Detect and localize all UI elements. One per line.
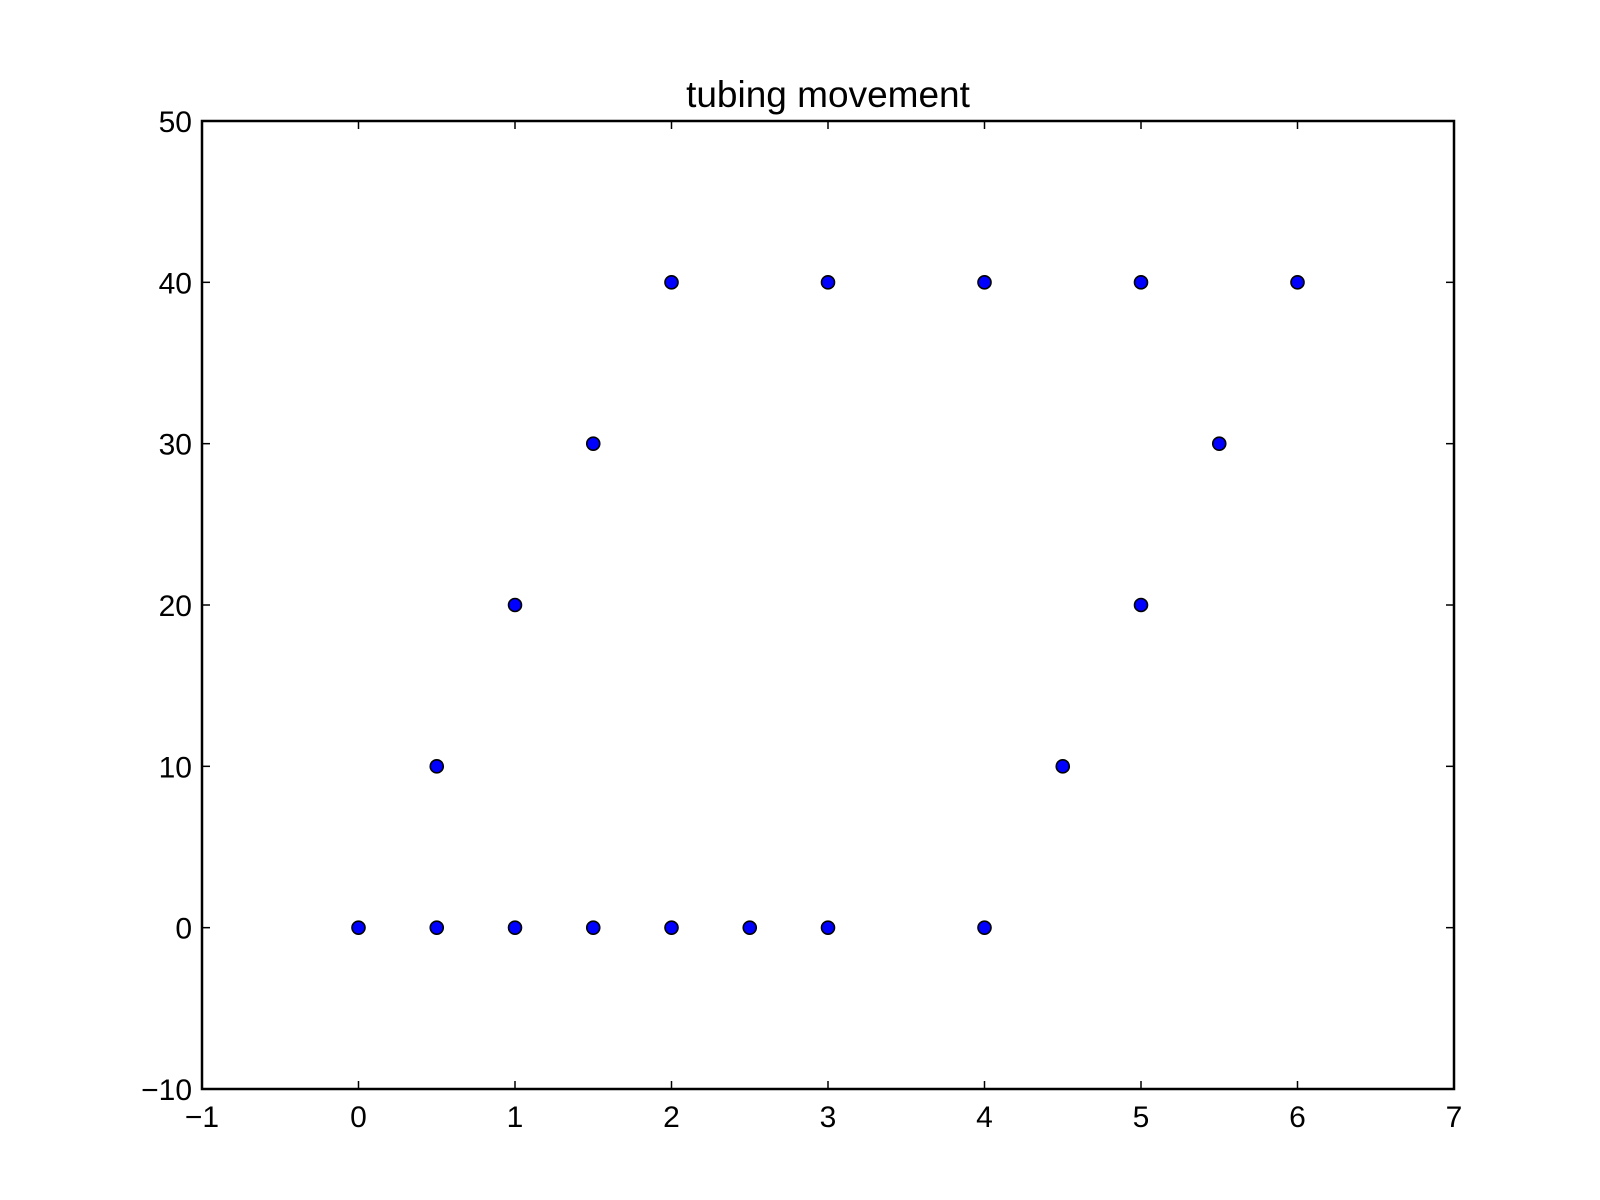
plot-area-frame	[200, 119, 1456, 1091]
x-tick-label: −1	[185, 1101, 219, 1134]
data-point	[977, 275, 992, 290]
data-point	[1133, 597, 1149, 613]
data-point	[1055, 759, 1071, 774]
data-point	[507, 597, 523, 613]
data-point	[664, 275, 679, 290]
data-point	[1133, 275, 1149, 290]
data-point	[429, 759, 445, 774]
x-tick-label: 1	[507, 1101, 524, 1134]
x-tick-label: 4	[976, 1101, 993, 1134]
data-point	[585, 436, 601, 451]
data-point	[351, 920, 366, 935]
data-point	[820, 920, 836, 935]
data-point	[742, 920, 758, 935]
x-tick-label: 7	[1446, 1101, 1463, 1134]
data-point	[664, 920, 679, 935]
data-points	[351, 275, 1305, 935]
y-tick-label: 50	[159, 106, 192, 139]
x-tick-label: 5	[1133, 1101, 1150, 1134]
data-point	[1290, 275, 1305, 290]
data-point	[507, 920, 523, 935]
axis-ticks	[201, 120, 1455, 1090]
x-tick-label: 6	[1289, 1101, 1306, 1134]
data-point	[1211, 436, 1227, 451]
data-point	[977, 920, 992, 935]
data-point	[585, 920, 601, 935]
x-tick-label: 3	[820, 1101, 837, 1134]
y-tick-label: −10	[141, 1074, 192, 1107]
x-axis-tick-labels: −1 0 1 2 3 4 5 6 7	[185, 1101, 1462, 1134]
x-tick-label: 0	[350, 1101, 367, 1134]
y-tick-label: 40	[159, 267, 192, 300]
chart-title: tubing movement	[686, 74, 971, 115]
y-tick-label: 30	[159, 429, 192, 462]
y-tick-label: 10	[159, 751, 192, 784]
y-tick-label: 20	[159, 590, 192, 623]
x-tick-label: 2	[663, 1101, 680, 1134]
data-point	[429, 920, 445, 935]
y-tick-label: 0	[175, 913, 192, 946]
y-axis-tick-labels: −10 0 10 20 30 40 50	[141, 106, 192, 1107]
data-point	[820, 275, 836, 290]
